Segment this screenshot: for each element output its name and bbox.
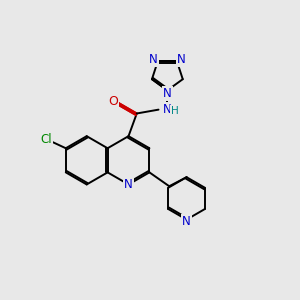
Text: N: N xyxy=(124,178,133,191)
Text: N: N xyxy=(149,53,158,66)
Text: N: N xyxy=(163,103,172,116)
Text: N: N xyxy=(177,53,185,66)
Text: H: H xyxy=(171,106,178,116)
Text: N: N xyxy=(163,87,172,100)
Text: Cl: Cl xyxy=(41,133,52,146)
Text: O: O xyxy=(108,95,118,108)
Text: N: N xyxy=(182,214,191,228)
